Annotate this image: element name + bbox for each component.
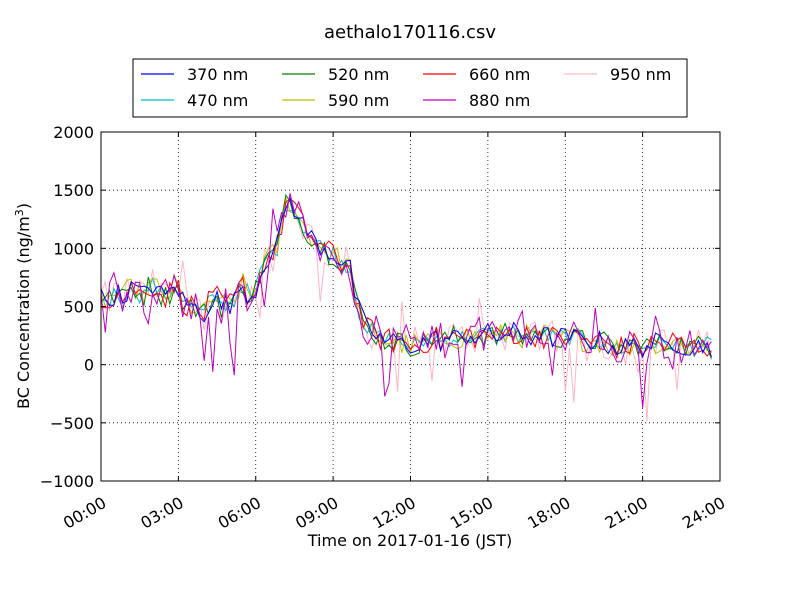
- y-axis-label-suffix: ): [14, 203, 33, 209]
- y-tick-label: 2000: [53, 123, 94, 142]
- series-line-880-nm: [100, 193, 712, 408]
- x-tick-label: 15:00: [447, 493, 496, 533]
- y-tick-label: 0: [84, 356, 94, 375]
- y-axis-label: BC Concentration (ng/m3): [13, 203, 33, 409]
- x-tick-label: 06:00: [215, 493, 264, 533]
- series-lines: [100, 193, 712, 422]
- series-line-660-nm: [100, 198, 712, 360]
- x-tick-label: 03:00: [137, 493, 186, 533]
- x-axis-label: Time on 2017-01-16 (JST): [307, 531, 512, 550]
- plot-background: [101, 132, 720, 481]
- x-tick-label: 21:00: [602, 493, 651, 533]
- series-line-370-nm: [100, 196, 712, 359]
- x-tick-label: 09:00: [292, 493, 341, 533]
- legend-label: 950 nm: [610, 65, 671, 84]
- legend-box: [132, 58, 688, 118]
- y-tick-label: −500: [50, 414, 94, 433]
- plot-area: 00:00 03:00 06:00 09:00 12:00 15:00 18:00 21:00…: [40, 123, 729, 533]
- y-axis-label-main: BC Concentration (ng/m: [14, 216, 33, 409]
- legend-label: 470 nm: [187, 91, 248, 110]
- x-tick-label: 12:00: [369, 493, 418, 533]
- legend-label: 590 nm: [328, 91, 389, 110]
- legend: 370 nm 470 nm 520 nm 590 nm 660 nm 880 nm 950 …: [132, 58, 688, 118]
- legend-label: 520 nm: [328, 65, 389, 84]
- y-axis-label-superscript: 3: [13, 209, 26, 216]
- legend-label: 370 nm: [187, 65, 248, 84]
- chart-title: aethalo170116.csv: [324, 22, 496, 43]
- series-line-590-nm: [100, 196, 712, 357]
- series-line-520-nm: [100, 193, 712, 359]
- legend-label: 880 nm: [469, 91, 530, 110]
- x-tick-label: 18:00: [524, 493, 573, 533]
- legend-label: 660 nm: [469, 65, 530, 84]
- x-tick-label: 00:00: [60, 493, 109, 533]
- y-tick-label: −1000: [40, 472, 94, 491]
- y-tick-label: 1000: [53, 239, 94, 258]
- y-tick-label: 1500: [53, 181, 94, 200]
- y-tick-label: 500: [63, 298, 94, 317]
- x-tick-label: 24:00: [679, 493, 728, 533]
